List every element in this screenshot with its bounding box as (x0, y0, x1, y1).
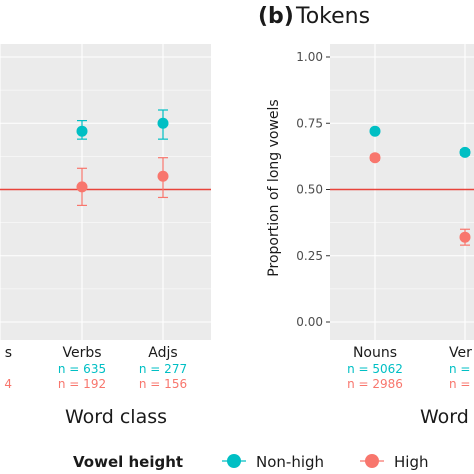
panel-a-marks (76, 109, 169, 206)
panel-b-plot-background (330, 44, 474, 340)
panel-b-chart: (b) Tokens Proportion of long vowels 0.0… (258, 4, 474, 428)
panel-b-y-tick-label: 0.50 (296, 183, 323, 197)
panel-b-x-axis-title: Word (420, 406, 469, 428)
panel-b-y-tick-labels: 0.00 0.25 0.50 0.75 1.00 (296, 50, 330, 329)
legend-item-high: High (360, 453, 428, 471)
panel-b-y-axis-title: Proportion of long vowels (266, 99, 282, 276)
panel-b-y-tick-label: 1.00 (296, 50, 323, 64)
legend: Vowel height Non-high High (73, 453, 428, 471)
panel-b-y-tick-label: 0.25 (296, 249, 323, 263)
panel-b-letter: (b) (258, 4, 294, 29)
panel-a-count-high: n = 192 (58, 377, 106, 391)
legend-title: Vowel height (73, 453, 183, 471)
panel-b-category-label: Nouns (353, 345, 397, 361)
panel-a-count-non-high: n = 635 (58, 362, 106, 376)
panel-b-marks (369, 125, 471, 246)
panel-b-y-tick-label: 0.75 (296, 116, 323, 130)
panel-a-point-high (157, 170, 169, 182)
panel-b-point-high (369, 152, 381, 164)
panel-a-point-non-high (76, 125, 88, 137)
panel-a-category-label: Verbs (62, 345, 101, 361)
panel-b-y-tick-label: 0.00 (296, 315, 323, 329)
legend-item-non-high: Non-high (222, 453, 324, 471)
panel-b-count-non-high: n = 4 (449, 362, 474, 376)
panel-a-count-high: n = 156 (139, 377, 187, 391)
panel-b-point-non-high (369, 125, 381, 137)
legend-label-high: High (394, 453, 428, 471)
legend-key-high (365, 454, 379, 468)
panel-a-x-axis-title: Word class (65, 406, 167, 428)
panel-a-count-high: 4 (4, 377, 12, 391)
panel-b-title: Tokens (295, 4, 370, 29)
legend-key-non-high (227, 454, 241, 468)
panel-a-category-label: s (5, 345, 12, 361)
panel-b-count-non-high: n = 5062 (347, 362, 403, 376)
panel-b-category-labels: Nouns Ver (353, 345, 472, 361)
panel-b-point-non-high (459, 146, 471, 158)
panel-a-category-label: Adjs (148, 345, 177, 361)
panel-a-count-non-high: n = 277 (139, 362, 187, 376)
panel-a-point-high (76, 181, 88, 193)
panel-a-category-labels: s Verbs Adjs (5, 345, 178, 361)
panel-b-count-high: n = 7 (449, 377, 474, 391)
panel-a-point-non-high (157, 117, 169, 129)
panel-a-plot-background (0, 44, 211, 340)
panel-b-point-high (459, 231, 471, 243)
panel-b-count-high: n = 2986 (347, 377, 403, 391)
legend-label-non-high: Non-high (256, 453, 324, 471)
panel-b-category-label: Ver (449, 345, 472, 361)
